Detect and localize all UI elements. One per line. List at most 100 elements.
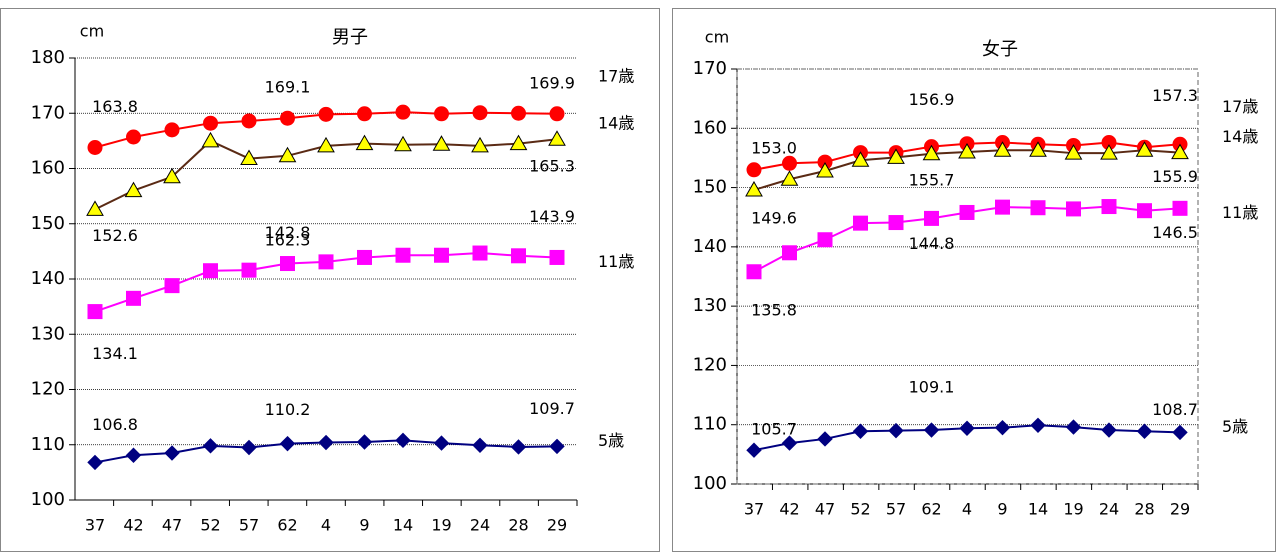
marker bbox=[994, 419, 1011, 436]
chart-title: 女子 bbox=[982, 39, 1018, 60]
marker bbox=[924, 210, 939, 226]
marker bbox=[1172, 424, 1188, 441]
marker bbox=[472, 105, 488, 121]
marker bbox=[1172, 200, 1188, 216]
data-label: 109.1 bbox=[909, 378, 955, 397]
data-label: 149.6 bbox=[751, 208, 797, 227]
marker bbox=[126, 290, 141, 306]
y-tick-label: 180 bbox=[31, 47, 65, 68]
marker bbox=[1171, 143, 1189, 160]
x-tick-label: 52 bbox=[850, 500, 870, 519]
marker bbox=[355, 134, 374, 151]
marker bbox=[511, 105, 526, 121]
marker bbox=[201, 131, 220, 148]
marker bbox=[1101, 422, 1117, 438]
marker bbox=[549, 438, 565, 455]
data-label: 169.9 bbox=[529, 73, 575, 92]
data-label: 108.7 bbox=[1152, 400, 1198, 419]
series-label: 5歳 bbox=[1222, 417, 1248, 436]
x-tick-label: 29 bbox=[1170, 500, 1190, 519]
x-tick-label: 52 bbox=[200, 516, 220, 535]
marker bbox=[395, 432, 411, 449]
marker bbox=[357, 249, 372, 265]
y-tick-label: 140 bbox=[31, 268, 65, 289]
y-tick-label: 110 bbox=[31, 434, 65, 455]
x-tick-label: 57 bbox=[886, 500, 906, 519]
x-tick-label: 57 bbox=[239, 516, 259, 535]
data-label: 157.3 bbox=[1152, 86, 1198, 105]
x-tick-label: 14 bbox=[393, 516, 413, 535]
marker bbox=[745, 180, 763, 197]
marker bbox=[163, 167, 181, 184]
marker bbox=[280, 256, 295, 272]
marker bbox=[1030, 200, 1046, 216]
data-label: 155.7 bbox=[909, 170, 955, 189]
marker bbox=[817, 232, 833, 248]
marker bbox=[164, 278, 180, 294]
x-tick-label: 19 bbox=[1063, 500, 1083, 519]
data-label: 143.9 bbox=[529, 207, 575, 226]
marker bbox=[472, 437, 488, 454]
marker bbox=[394, 135, 412, 152]
x-tick-label: 37 bbox=[85, 516, 105, 535]
unit-label: cm bbox=[705, 28, 729, 47]
data-label: 156.9 bbox=[909, 90, 955, 109]
x-tick-label: 9 bbox=[359, 516, 369, 535]
marker bbox=[923, 422, 940, 438]
plot-border bbox=[736, 68, 1199, 485]
marker bbox=[395, 247, 411, 263]
marker bbox=[549, 249, 565, 265]
marker bbox=[472, 245, 488, 261]
marker bbox=[432, 135, 451, 151]
marker bbox=[959, 420, 975, 436]
x-tick-label: 14 bbox=[1028, 500, 1048, 519]
x-tick-label: 28 bbox=[1134, 500, 1154, 519]
marker bbox=[434, 247, 449, 263]
marker bbox=[888, 422, 904, 439]
marker bbox=[202, 438, 219, 454]
y-tick-label: 160 bbox=[31, 158, 65, 179]
x-tick-label: 42 bbox=[779, 500, 799, 519]
data-label: 135.8 bbox=[751, 300, 797, 319]
data-label: 134.1 bbox=[92, 344, 138, 363]
marker bbox=[1030, 417, 1046, 434]
marker bbox=[434, 106, 449, 122]
series-label: 14歳 bbox=[598, 114, 634, 133]
x-tick-label: 37 bbox=[744, 500, 764, 519]
y-tick-label: 140 bbox=[693, 236, 727, 257]
marker bbox=[1066, 201, 1081, 217]
data-label: 153.0 bbox=[751, 138, 797, 157]
y-tick-label: 120 bbox=[693, 354, 727, 375]
series-label: 17歳 bbox=[1222, 97, 1258, 116]
marker bbox=[958, 142, 976, 159]
data-label: 169.1 bbox=[265, 78, 311, 97]
marker bbox=[888, 215, 904, 231]
x-tick-label: 24 bbox=[470, 516, 490, 535]
marker bbox=[279, 435, 296, 452]
marker bbox=[357, 106, 372, 122]
x-tick-label: 42 bbox=[123, 516, 143, 535]
data-label: 109.7 bbox=[529, 399, 575, 418]
marker bbox=[1135, 141, 1154, 157]
marker bbox=[317, 136, 335, 153]
marker bbox=[203, 115, 218, 131]
x-tick-label: 47 bbox=[815, 500, 835, 519]
data-label: 106.8 bbox=[92, 415, 138, 434]
marker bbox=[124, 181, 143, 198]
marker bbox=[471, 136, 489, 153]
marker bbox=[278, 146, 297, 163]
series-label: 17歳 bbox=[598, 66, 634, 85]
marker bbox=[510, 439, 527, 455]
x-tick-label: 4 bbox=[962, 500, 972, 519]
data-label: 155.9 bbox=[1152, 167, 1198, 186]
marker bbox=[318, 434, 334, 451]
y-tick-label: 150 bbox=[31, 213, 65, 234]
marker bbox=[1101, 199, 1117, 215]
marker bbox=[509, 134, 528, 151]
marker bbox=[993, 141, 1012, 157]
marker bbox=[433, 435, 450, 451]
y-tick-label: 120 bbox=[31, 379, 65, 400]
marker bbox=[959, 204, 975, 220]
marker bbox=[995, 199, 1010, 215]
marker bbox=[125, 447, 142, 463]
